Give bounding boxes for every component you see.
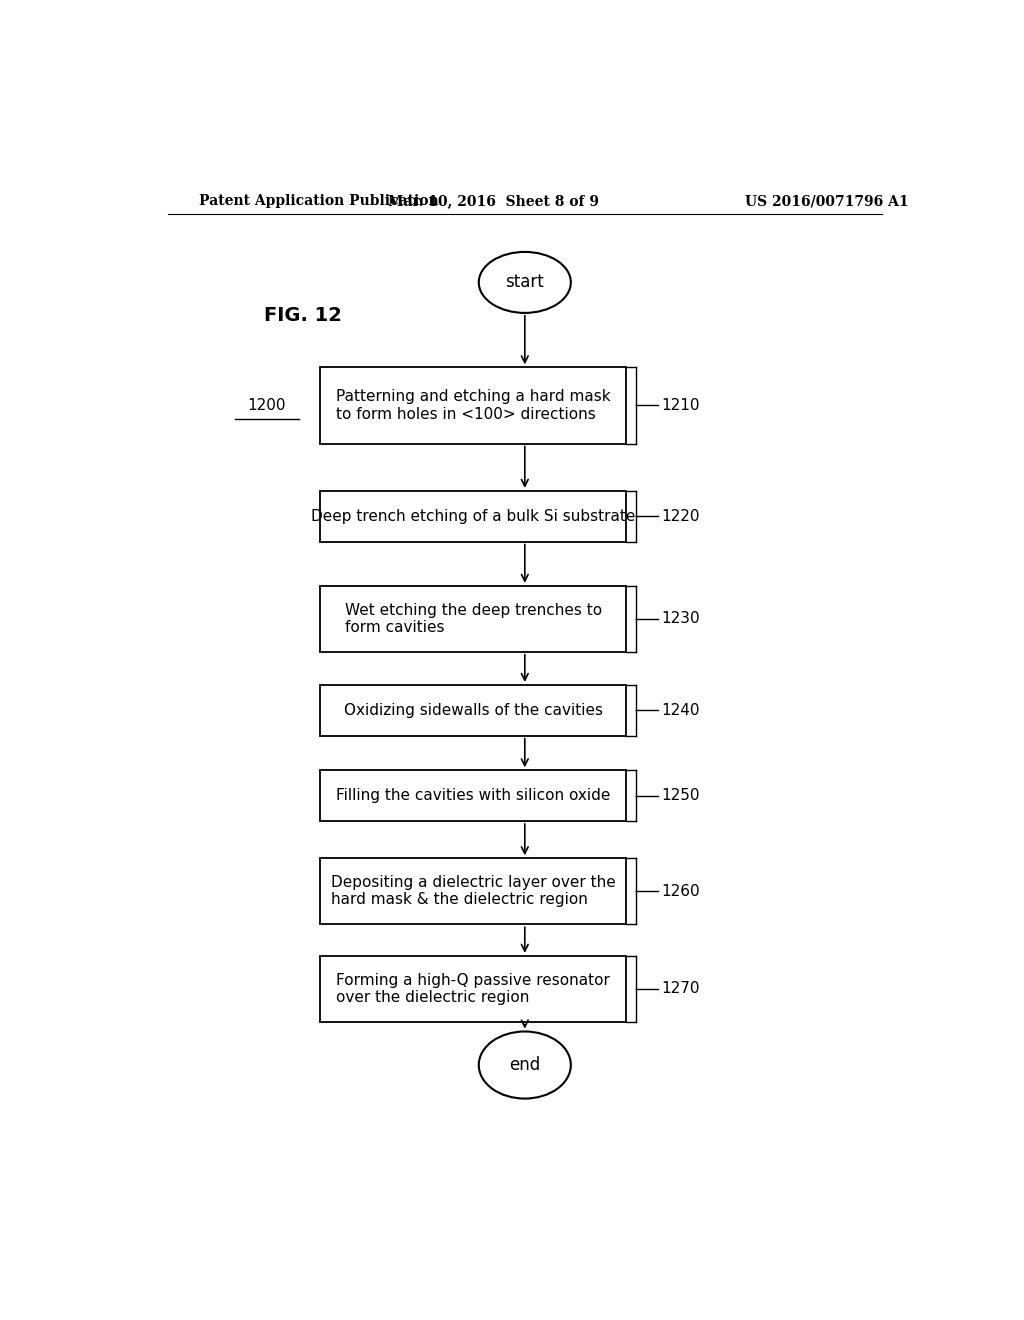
Text: Wet etching the deep trenches to
form cavities: Wet etching the deep trenches to form ca… — [345, 603, 602, 635]
Text: 1220: 1220 — [662, 508, 700, 524]
Text: Patterning and etching a hard mask
to form holes in <100> directions: Patterning and etching a hard mask to fo… — [336, 389, 610, 421]
Text: 1270: 1270 — [662, 981, 700, 997]
Text: Oxidizing sidewalls of the cavities: Oxidizing sidewalls of the cavities — [344, 702, 603, 718]
Text: 1240: 1240 — [662, 702, 700, 718]
Text: Filling the cavities with silicon oxide: Filling the cavities with silicon oxide — [336, 788, 610, 803]
Text: 1230: 1230 — [662, 611, 700, 626]
Text: Patent Application Publication: Patent Application Publication — [200, 194, 439, 209]
Text: start: start — [506, 273, 544, 292]
Text: FIG. 12: FIG. 12 — [263, 306, 342, 326]
Text: 1200: 1200 — [248, 397, 286, 413]
Text: Depositing a dielectric layer over the
hard mask & the dielectric region: Depositing a dielectric layer over the h… — [331, 875, 615, 907]
Text: US 2016/0071796 A1: US 2016/0071796 A1 — [744, 194, 908, 209]
Text: 1260: 1260 — [662, 883, 700, 899]
Text: Forming a high-Q passive resonator
over the dielectric region: Forming a high-Q passive resonator over … — [336, 973, 610, 1005]
Text: 1210: 1210 — [662, 397, 700, 413]
Text: Mar. 10, 2016  Sheet 8 of 9: Mar. 10, 2016 Sheet 8 of 9 — [387, 194, 599, 209]
Text: Deep trench etching of a bulk Si substrate: Deep trench etching of a bulk Si substra… — [311, 508, 636, 524]
Text: end: end — [509, 1056, 541, 1074]
Text: 1250: 1250 — [662, 788, 700, 803]
